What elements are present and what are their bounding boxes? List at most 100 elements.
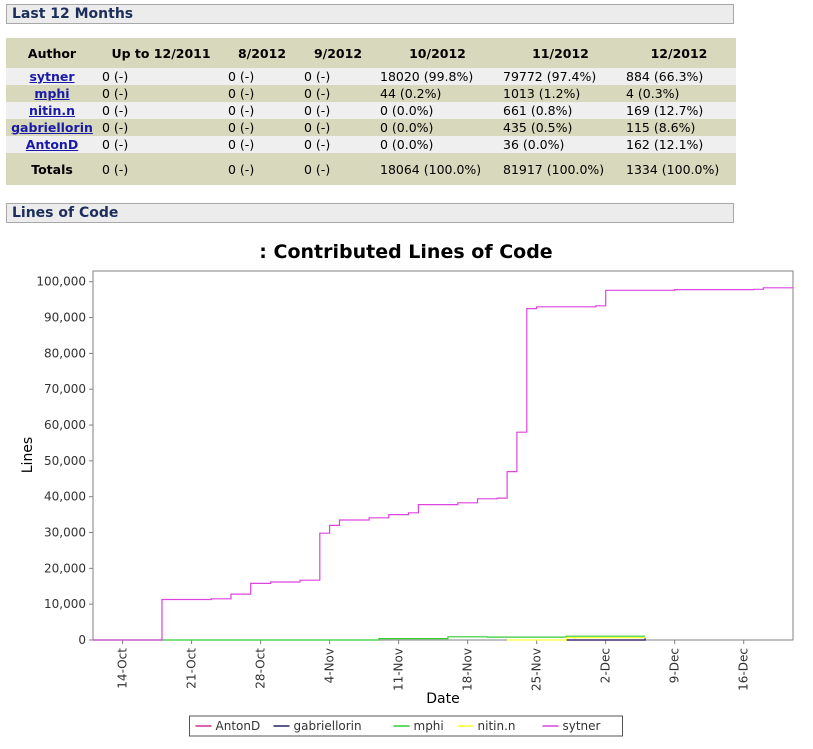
table-cell: 661 (0.8%) (499, 102, 622, 119)
series-line-sytner (93, 287, 794, 641)
table-cell: 0 (-) (98, 119, 224, 136)
x-tick-label: 25-Nov (530, 648, 544, 691)
legend-label: sytner (563, 719, 601, 733)
x-tick-label: 21-Oct (185, 648, 199, 689)
table-cell: 0 (-) (224, 136, 300, 153)
section-title: Lines of Code (12, 205, 119, 221)
table-cell: 435 (0.5%) (499, 119, 622, 136)
column-header: Author (6, 38, 98, 68)
table-cell: 0 (-) (98, 85, 224, 102)
table-cell: 36 (0.0%) (499, 136, 622, 153)
totals-row: Totals 0 (-) 0 (-) 0 (-) 18064 (100.0%) … (6, 153, 736, 185)
legend-label: AntonD (216, 719, 261, 733)
series-line-mphi (93, 635, 646, 641)
y-tick-label: 10,000 (44, 597, 86, 611)
y-tick-label: 80,000 (44, 346, 86, 360)
table-cell: 0 (-) (300, 136, 376, 153)
table-header-row: Author Up to 12/2011 8/2012 9/2012 10/20… (6, 38, 736, 68)
table-row: gabriellorin 0 (-) 0 (-) 0 (-) 0 (0.0%) … (6, 119, 736, 136)
table-cell: 18020 (99.8%) (376, 68, 499, 85)
table-cell: 0 (-) (300, 153, 376, 185)
y-axis-label: Lines (20, 437, 36, 473)
section-header-last-12-months: Last 12 Months (6, 4, 734, 24)
table-cell: 81917 (100.0%) (499, 153, 622, 185)
table-cell: 0 (0.0%) (376, 136, 499, 153)
x-tick-label: 14-Oct (116, 648, 130, 689)
author-cell: nitin.n (6, 102, 98, 119)
y-tick-label: 70,000 (44, 382, 86, 396)
column-header: 9/2012 (300, 38, 376, 68)
author-link-antond[interactable]: AntonD (25, 137, 79, 152)
table-cell: 1013 (1.2%) (499, 85, 622, 102)
x-tick-label: 11-Nov (392, 648, 406, 691)
table-row: mphi 0 (-) 0 (-) 0 (-) 44 (0.2%) 1013 (1… (6, 85, 736, 102)
section-header-lines-of-code: Lines of Code (6, 203, 734, 223)
y-tick-label: 30,000 (44, 526, 86, 540)
table-cell: 0 (-) (300, 119, 376, 136)
x-axis: 14-Oct 21-Oct 28-Oct 4-Nov 11-Nov 18-Nov 25-No… (116, 640, 751, 691)
author-cell: sytner (6, 68, 98, 85)
column-header: 10/2012 (376, 38, 499, 68)
section-title: Last 12 Months (12, 6, 134, 22)
table-cell: 0 (0.0%) (376, 119, 499, 136)
author-link-nitin-n[interactable]: nitin.n (29, 103, 75, 118)
author-cell: AntonD (6, 136, 98, 153)
table-cell: 0 (-) (98, 102, 224, 119)
author-cell: mphi (6, 85, 98, 102)
x-axis-label: Date (426, 691, 459, 707)
chart-title: : Contributed Lines of Code (259, 241, 552, 263)
table-cell: 884 (66.3%) (622, 68, 736, 85)
x-tick-label: 9-Dec (668, 648, 682, 683)
table-cell: 0 (-) (98, 68, 224, 85)
table-row: nitin.n 0 (-) 0 (-) 0 (-) 0 (0.0%) 661 (… (6, 102, 736, 119)
series-layer (93, 287, 794, 641)
author-link-mphi[interactable]: mphi (34, 86, 70, 101)
legend-label: gabriellorin (294, 719, 362, 733)
x-tick-label: 4-Nov (323, 648, 337, 683)
table-row: AntonD 0 (-) 0 (-) 0 (-) 0 (0.0%) 36 (0.… (6, 136, 736, 153)
table-cell: 0 (-) (300, 85, 376, 102)
table-cell: 0 (-) (224, 102, 300, 119)
table-cell: 1334 (100.0%) (622, 153, 736, 185)
table-cell: 44 (0.2%) (376, 85, 499, 102)
x-tick-label: 18-Nov (461, 648, 475, 691)
author-link-gabriellorin[interactable]: gabriellorin (11, 120, 93, 135)
column-header: 12/2012 (622, 38, 736, 68)
table-cell: 0 (-) (300, 68, 376, 85)
table-cell: 0 (-) (224, 153, 300, 185)
legend-label: mphi (414, 719, 444, 733)
table-cell: 0 (-) (224, 119, 300, 136)
table-cell: 18064 (100.0%) (376, 153, 499, 185)
y-tick-label: 60,000 (44, 418, 86, 432)
y-axis: 0 10,000 20,000 30,000 40,000 50,000 60,000 70,… (36, 275, 93, 647)
y-tick-label: 40,000 (44, 490, 86, 504)
column-header: 8/2012 (224, 38, 300, 68)
table-cell: 115 (8.6%) (622, 119, 736, 136)
table-row: sytner 0 (-) 0 (-) 0 (-) 18020 (99.8%) 7… (6, 68, 736, 85)
table-cell: 79772 (97.4%) (499, 68, 622, 85)
y-tick-label: 20,000 (44, 561, 86, 575)
column-header: 11/2012 (499, 38, 622, 68)
y-tick-label: 0 (78, 633, 86, 647)
column-header: Up to 12/2011 (98, 38, 224, 68)
plot-area (92, 270, 794, 641)
x-tick-label: 28-Oct (254, 648, 268, 689)
y-tick-label: 100,000 (36, 275, 86, 289)
lines-of-code-chart: : Contributed Lines of Code 0 10,000 20,00… (20, 241, 794, 737)
series-line-nitin-n (507, 637, 646, 641)
x-tick-label: 2-Dec (599, 648, 613, 683)
table-cell: 0 (-) (98, 136, 224, 153)
table-cell: 4 (0.3%) (622, 85, 736, 102)
author-cell: gabriellorin (6, 119, 98, 136)
y-tick-label: 90,000 (44, 311, 86, 325)
totals-label: Totals (6, 153, 98, 185)
table-cell: 0 (0.0%) (376, 102, 499, 119)
table-cell: 0 (-) (224, 85, 300, 102)
legend-label: nitin.n (478, 719, 516, 733)
author-link-sytner[interactable]: sytner (29, 69, 75, 84)
table-cell: 162 (12.1%) (622, 136, 736, 153)
legend: AntonD gabriellorin mphi nitin.n sytner (189, 715, 623, 737)
x-tick-label: 16-Dec (737, 648, 751, 691)
table-cell: 0 (-) (224, 68, 300, 85)
author-activity-table: Author Up to 12/2011 8/2012 9/2012 10/20… (6, 38, 736, 185)
